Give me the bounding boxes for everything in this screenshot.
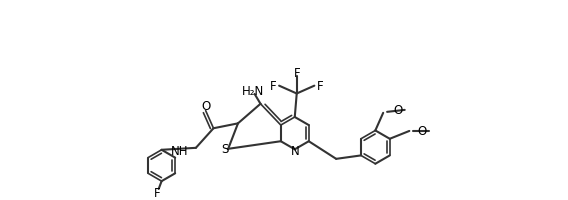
Text: F: F <box>270 80 277 93</box>
Text: N: N <box>290 144 299 157</box>
Text: O: O <box>417 125 427 138</box>
Text: NH: NH <box>170 145 188 157</box>
Text: H₂N: H₂N <box>241 84 264 97</box>
Text: F: F <box>153 186 160 199</box>
Text: S: S <box>222 143 229 156</box>
Text: F: F <box>294 67 300 80</box>
Text: F: F <box>317 80 324 93</box>
Text: O: O <box>201 100 210 113</box>
Text: O: O <box>393 104 402 117</box>
